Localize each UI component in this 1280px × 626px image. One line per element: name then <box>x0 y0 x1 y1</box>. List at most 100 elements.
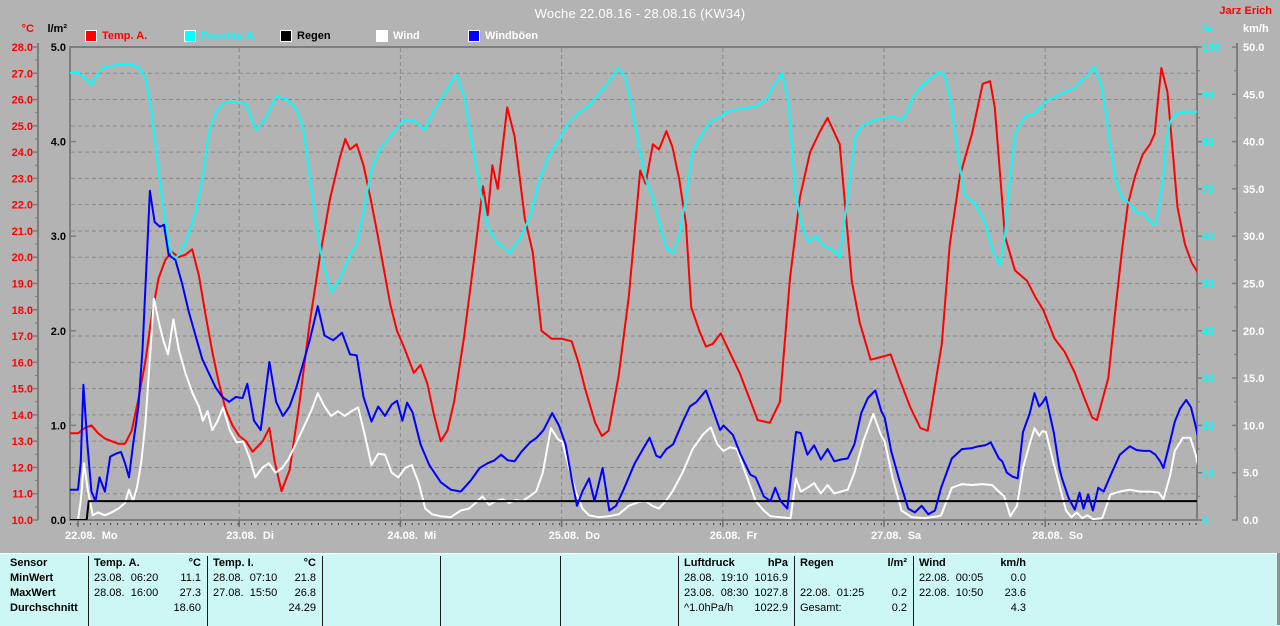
axis-rain: l/m² 5.0 4.0 3.0 2.0 1.0 0.0 <box>47 23 76 527</box>
gridlines <box>71 48 1196 519</box>
series-wind <box>70 297 1197 520</box>
table-cell: MaxWert <box>10 587 56 599</box>
table-cell: 27.08. 15:50 <box>213 587 278 599</box>
tick-label-wind: 15.0 <box>1243 373 1264 385</box>
tick-label-humidity: 20 <box>1202 420 1214 432</box>
tick-label-wind: 25.0 <box>1243 279 1264 291</box>
table-cell: km/h <box>1000 557 1026 569</box>
tick-label-rain: 2.0 <box>51 326 66 338</box>
weather-chart-svg: °C 28.0 27.0 26.0 25.0 24.0 23.0 22.0 21.0 20.0 19… <box>12 23 1269 542</box>
legend-swatch <box>184 30 196 42</box>
tick-label-humidity: 40 <box>1202 326 1214 338</box>
series-temp-a- <box>70 67 1197 493</box>
axis-header-humidity: % <box>1202 23 1212 35</box>
tick-label-wind: 0.0 <box>1243 515 1258 527</box>
x-axis: 22.08. Mo 23.08. Di 24.08. Mi 25.08. Do 26.0… <box>65 520 1197 542</box>
table-cell: °C <box>303 557 316 569</box>
legend-swatch <box>468 30 480 42</box>
tick-label-wind: 40.0 <box>1243 137 1264 149</box>
axis-header-temp: °C <box>22 23 34 35</box>
legend-label: Feuchte A. <box>201 30 257 42</box>
tick-label-humidity: 100 <box>1202 42 1220 54</box>
table-divider <box>794 556 795 626</box>
table-cell: Durchschnitt <box>10 602 78 614</box>
tick-label-temp: 26.0 <box>12 95 33 107</box>
author-label: Jarz Erich <box>1219 5 1272 17</box>
table-cell: ^1.0hPa/h <box>684 602 734 614</box>
table-cell: 1027.8 <box>754 587 788 599</box>
tick-label-temp: 23.0 <box>12 173 33 185</box>
tick-label-temp: 27.0 <box>12 68 33 80</box>
tick-label-temp: 12.0 <box>12 462 33 474</box>
table-cell: Regen <box>800 557 834 569</box>
tick-label-humidity: 70 <box>1202 184 1214 196</box>
table-cell: Temp. A. <box>94 557 140 569</box>
statistics-table: Sensor MinWert MaxWert Durchschnitt Temp. A.… <box>0 553 1280 626</box>
axis-temp: °C 28.0 27.0 26.0 25.0 24.0 23.0 22.0 21.0 20.0 19… <box>12 23 39 527</box>
legend-label: Wind <box>393 30 420 42</box>
table-cell: 23.08. 06:20 <box>94 572 159 584</box>
series-feuchte-a- <box>70 64 1197 293</box>
table-cell: 27.3 <box>179 587 201 599</box>
tick-label-rain: 4.0 <box>51 137 66 149</box>
table-divider <box>678 556 679 626</box>
legend-item-temp-a-: Temp. A. <box>85 30 147 42</box>
table-cell: 11.1 <box>180 572 201 584</box>
day-label: 26.08. Fr <box>710 530 758 542</box>
table-cell: l/m² <box>887 557 907 569</box>
tick-label-temp: 25.0 <box>12 121 33 133</box>
table-cell: hPa <box>767 557 788 569</box>
tick-label-wind: 35.0 <box>1243 184 1264 196</box>
tick-label-rain: 1.0 <box>51 420 66 432</box>
legend-swatch <box>280 30 292 42</box>
table-cell: 0.2 <box>891 602 907 614</box>
table-cell: 23.6 <box>1004 587 1026 599</box>
tick-label-temp: 21.0 <box>12 226 33 238</box>
tick-label-humidity: 90 <box>1202 89 1214 101</box>
axis-wind: km/h 50.0 45.0 40.0 35.0 30.0 25.0 20.0 15.0 10.0… <box>1232 23 1269 527</box>
table-cell: 21.8 <box>294 572 316 584</box>
table-cell: 24.29 <box>288 602 316 614</box>
table-cell: 1016.9 <box>754 572 788 584</box>
table-divider <box>560 556 561 626</box>
tick-label-humidity: 10 <box>1202 468 1214 480</box>
tick-label-wind: 20.0 <box>1243 326 1264 338</box>
tick-label-temp: 10.0 <box>12 515 33 527</box>
legend-label: Regen <box>297 30 331 42</box>
table-cell: 0.0 <box>1010 572 1026 584</box>
legend-label: Temp. A. <box>102 30 148 42</box>
table-cell: Gesamt: <box>800 602 842 614</box>
table-cell: 28.08. 19:10 <box>684 572 749 584</box>
tick-label-humidity: 50 <box>1202 279 1214 291</box>
legend-label: Windböen <box>485 30 539 42</box>
table-cell: 1022.9 <box>754 602 788 614</box>
tick-label-wind: 5.0 <box>1243 468 1258 480</box>
table-cell: Sensor <box>10 557 48 569</box>
tick-label-temp: 14.0 <box>12 410 33 422</box>
table-cell: MinWert <box>10 572 54 584</box>
legend-swatch <box>376 30 388 42</box>
series-regen <box>70 500 1197 520</box>
tick-label-temp: 22.0 <box>12 200 33 212</box>
tick-label-humidity: 80 <box>1202 137 1214 149</box>
tick-label-wind: 10.0 <box>1243 420 1264 432</box>
tick-label-rain: 3.0 <box>51 231 66 243</box>
table-divider <box>440 556 441 626</box>
legend-item-feuchte-a-: Feuchte A. <box>184 30 257 42</box>
table-cell: 0.2 <box>891 587 907 599</box>
page-title: Woche 22.08.16 - 28.08.16 (KW34) <box>534 6 746 21</box>
table-cell: 22.08. 10:50 <box>919 587 984 599</box>
day-label: 22.08. Mo <box>65 530 118 542</box>
legend-item-windb-en: Windböen <box>468 30 538 42</box>
tick-label-temp: 24.0 <box>12 147 33 159</box>
table-cell: 28.08. 16:00 <box>94 587 159 599</box>
day-label: 27.08. Sa <box>871 530 922 542</box>
table-cell: 23.08. 08:30 <box>684 587 749 599</box>
table-cell: 22.08. 00:05 <box>919 572 984 584</box>
window-edge-strip <box>1277 553 1280 625</box>
day-label: 25.08. Do <box>549 530 601 542</box>
legend-item-wind: Wind <box>376 30 420 42</box>
tick-label-rain: 0.0 <box>51 515 66 527</box>
